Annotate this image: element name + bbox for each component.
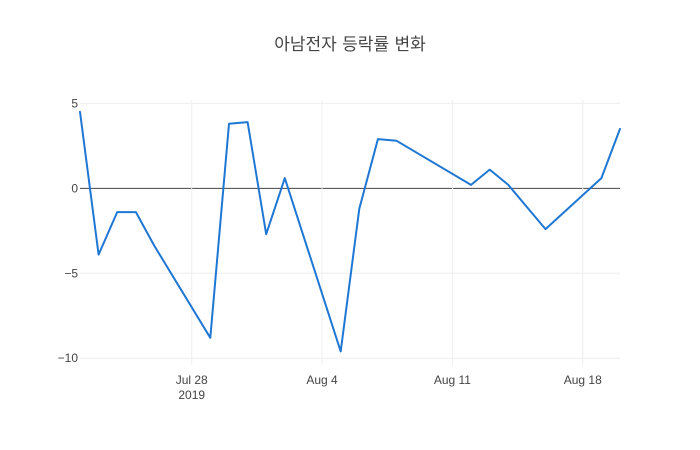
chart-title: 아남전자 등락률 변화 bbox=[274, 35, 426, 55]
y-tick-label: −5 bbox=[64, 266, 78, 280]
x-tick-label: Aug 4 bbox=[306, 373, 338, 387]
y-tick-label: 0 bbox=[71, 181, 78, 195]
grid-layer bbox=[80, 100, 620, 365]
y-tick-label: 5 bbox=[71, 96, 78, 110]
x-tick-label: Aug 11 bbox=[434, 373, 471, 387]
series-layer bbox=[79, 110, 621, 353]
series-line bbox=[79, 110, 621, 353]
y-tick-label: −10 bbox=[58, 351, 79, 365]
x-tick-label: Jul 28 bbox=[176, 373, 208, 387]
x-tick-label: Aug 18 bbox=[564, 373, 602, 387]
x-tick-sublabel: 2019 bbox=[178, 388, 205, 402]
